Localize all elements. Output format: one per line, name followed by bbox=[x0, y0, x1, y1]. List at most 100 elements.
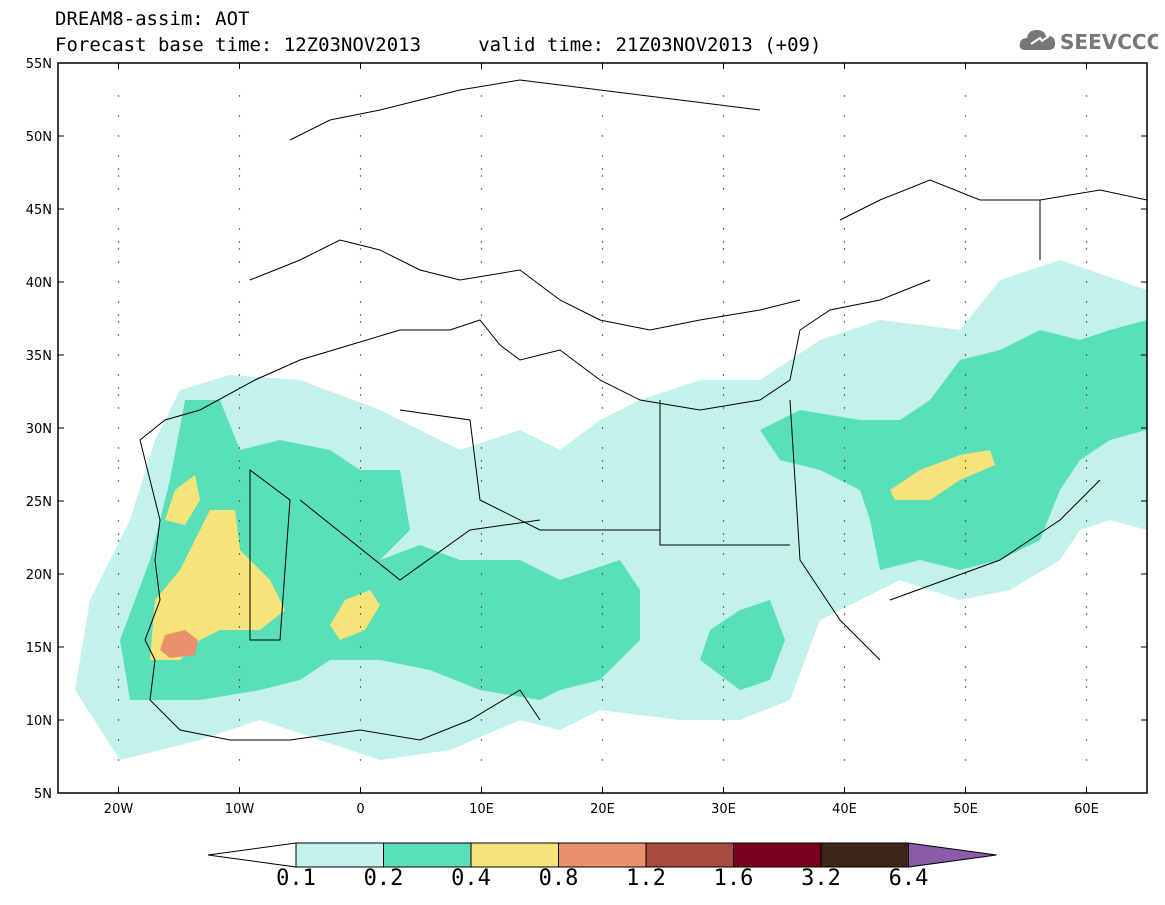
grid-dot bbox=[843, 188, 846, 190]
grid-dot bbox=[964, 394, 967, 396]
grid-dot bbox=[117, 301, 120, 303]
grid-dot bbox=[480, 679, 483, 681]
grid-dot bbox=[359, 553, 362, 555]
grid-dot bbox=[238, 646, 241, 648]
grid-dot bbox=[480, 155, 483, 157]
grid-dot bbox=[1085, 467, 1088, 469]
lat-tick-label: 10N bbox=[26, 714, 52, 729]
grid-dot bbox=[359, 155, 362, 157]
grid-dot bbox=[722, 759, 725, 761]
grid-dot bbox=[964, 573, 967, 575]
grid-dot bbox=[964, 540, 967, 542]
grid-dot bbox=[238, 540, 241, 542]
grid-dot bbox=[1085, 155, 1088, 157]
grid-dot bbox=[238, 739, 241, 741]
grid-dot bbox=[238, 168, 241, 170]
grid-dot bbox=[480, 666, 483, 668]
grid-dot bbox=[359, 208, 362, 210]
grid-dot bbox=[843, 354, 846, 356]
lon-tick-label: 10E bbox=[469, 802, 494, 817]
grid-dot bbox=[117, 533, 120, 535]
grid-dot bbox=[964, 334, 967, 336]
grid-dot bbox=[601, 447, 604, 449]
grid-dot bbox=[722, 334, 725, 336]
grid-dot bbox=[722, 699, 725, 701]
colorbar-underflow-triangle bbox=[207, 842, 297, 868]
grid-dot bbox=[964, 719, 967, 721]
grid-dot bbox=[117, 407, 120, 409]
grid-dot bbox=[117, 168, 120, 170]
grid-dot bbox=[722, 533, 725, 535]
grid-dot bbox=[722, 374, 725, 376]
grid-dot bbox=[117, 155, 120, 157]
grid-dot bbox=[601, 460, 604, 462]
grid-dot bbox=[480, 321, 483, 323]
grid-dot bbox=[1085, 739, 1088, 741]
grid-dot bbox=[601, 135, 604, 137]
grid-dot bbox=[238, 427, 241, 429]
grid-dot bbox=[359, 520, 362, 522]
grid-dot bbox=[238, 241, 241, 243]
grid-dot bbox=[1085, 175, 1088, 177]
grid-dot bbox=[843, 480, 846, 482]
grid-dot bbox=[480, 407, 483, 409]
grid-dot bbox=[1085, 533, 1088, 535]
grid-dot bbox=[722, 679, 725, 681]
grid-dot bbox=[117, 606, 120, 608]
grid-dot bbox=[843, 686, 846, 688]
grid-dot bbox=[238, 626, 241, 628]
grid-dot bbox=[480, 759, 483, 761]
grid-dot bbox=[601, 540, 604, 542]
grid-dot bbox=[359, 354, 362, 356]
grid-dot bbox=[1085, 626, 1088, 628]
lon-tick-label: 20W bbox=[104, 802, 134, 817]
grid-dot bbox=[117, 480, 120, 482]
grid-dot bbox=[964, 593, 967, 595]
grid-dot bbox=[480, 460, 483, 462]
grid-dot bbox=[480, 646, 483, 648]
grid-dot bbox=[359, 228, 362, 230]
grid-dot bbox=[480, 573, 483, 575]
grid-dot bbox=[359, 593, 362, 595]
grid-dot bbox=[238, 394, 241, 396]
grid-dot bbox=[117, 175, 120, 177]
grid-dot bbox=[843, 699, 846, 701]
grid-dot bbox=[359, 334, 362, 336]
grid-dot bbox=[117, 759, 120, 761]
grid-dot bbox=[843, 553, 846, 555]
grid-dot bbox=[601, 573, 604, 575]
grid-dot bbox=[843, 613, 846, 615]
grid-dot bbox=[1085, 281, 1088, 283]
grid-dot bbox=[964, 301, 967, 303]
grid-dot bbox=[480, 480, 483, 482]
grid-dot bbox=[601, 646, 604, 648]
grid-dot bbox=[117, 115, 120, 117]
grid-dot bbox=[480, 520, 483, 522]
grid-dot bbox=[1085, 394, 1088, 396]
grid-dot bbox=[843, 175, 846, 177]
grid-dot bbox=[359, 679, 362, 681]
grid-dot bbox=[722, 188, 725, 190]
aot-band-0.2 bbox=[700, 600, 785, 690]
grid-dot bbox=[359, 447, 362, 449]
grid-dot bbox=[359, 427, 362, 429]
lat-tick-label: 5N bbox=[34, 787, 52, 802]
grid-dot bbox=[480, 719, 483, 721]
grid-dot bbox=[601, 175, 604, 177]
grid-dot bbox=[117, 334, 120, 336]
grid-dot bbox=[722, 175, 725, 177]
grid-dot bbox=[480, 606, 483, 608]
grid-dot bbox=[359, 686, 362, 688]
grid-dot bbox=[601, 500, 604, 502]
grid-dot bbox=[359, 188, 362, 190]
grid-dot bbox=[359, 666, 362, 668]
grid-dot bbox=[117, 427, 120, 429]
grid-dot bbox=[843, 540, 846, 542]
grid-dot bbox=[722, 719, 725, 721]
grid-dot bbox=[480, 533, 483, 535]
grid-dot bbox=[722, 626, 725, 628]
grid-dot bbox=[1085, 248, 1088, 250]
grid-dot bbox=[843, 573, 846, 575]
grid-dot bbox=[843, 241, 846, 243]
grid-dot bbox=[843, 261, 846, 263]
